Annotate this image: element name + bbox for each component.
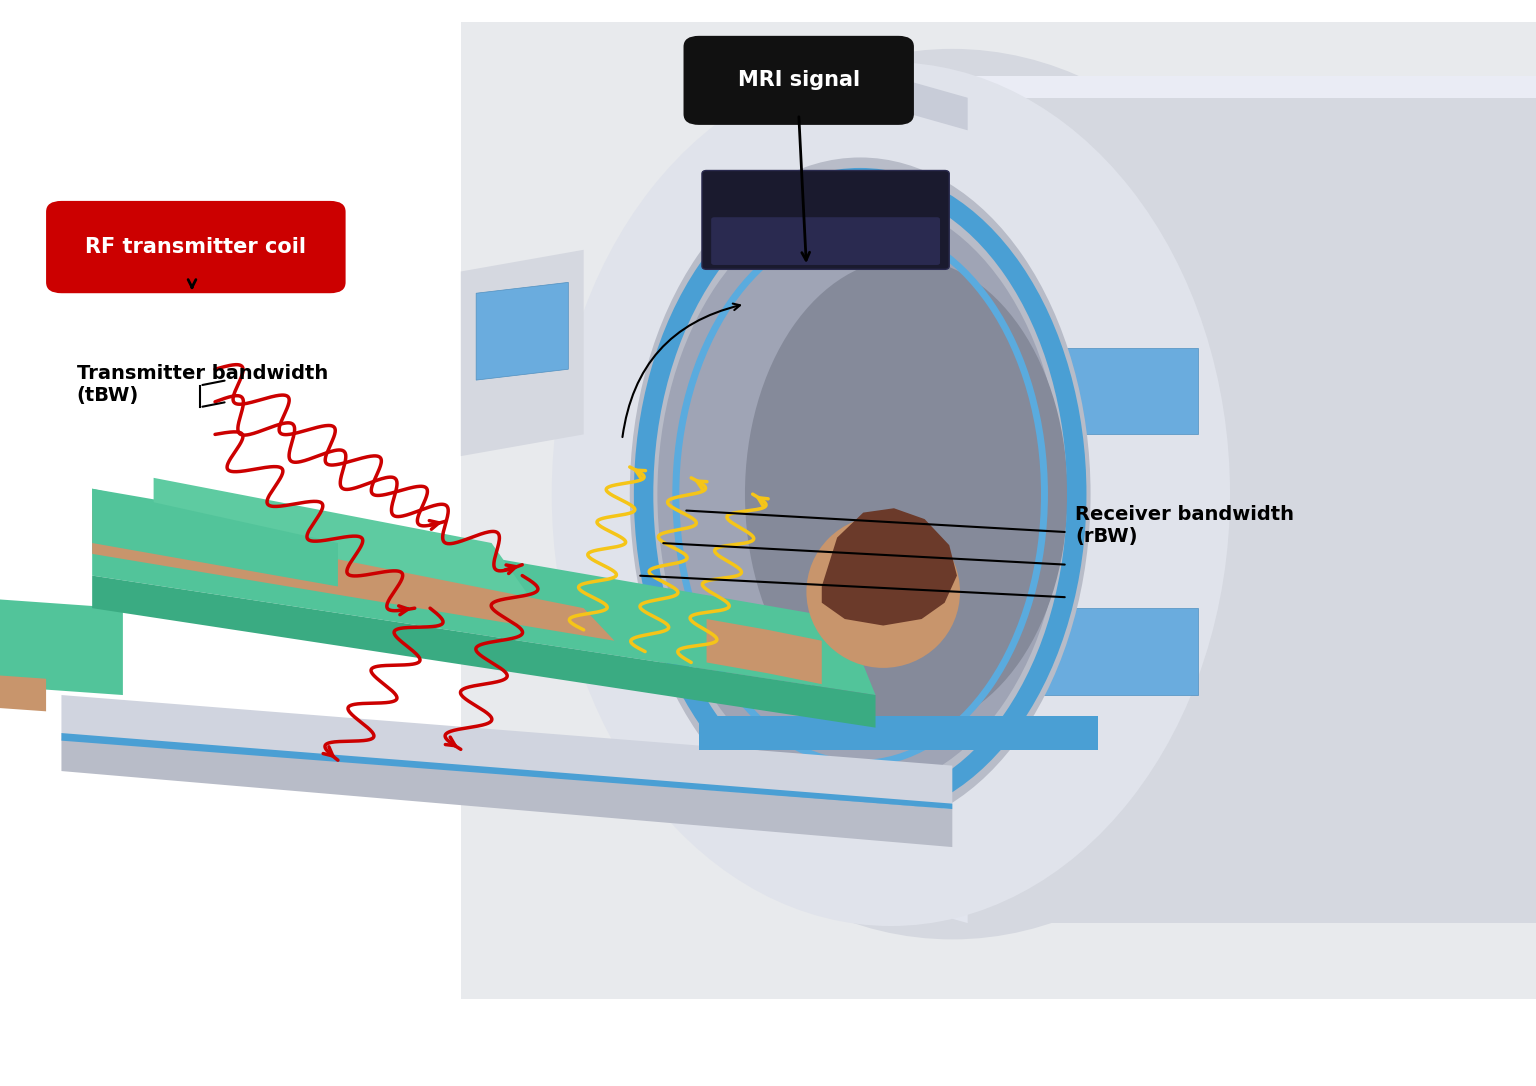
- Polygon shape: [461, 22, 1536, 999]
- Polygon shape: [92, 489, 338, 586]
- Polygon shape: [891, 76, 968, 130]
- Text: Receiver bandwidth
(rBW): Receiver bandwidth (rBW): [1075, 505, 1295, 546]
- Polygon shape: [983, 348, 1198, 434]
- Ellipse shape: [630, 157, 1091, 831]
- Polygon shape: [61, 738, 952, 847]
- Polygon shape: [0, 673, 46, 711]
- Ellipse shape: [657, 198, 1063, 791]
- Polygon shape: [699, 717, 1098, 750]
- FancyBboxPatch shape: [702, 171, 949, 269]
- Polygon shape: [92, 576, 876, 728]
- Polygon shape: [707, 619, 768, 673]
- Ellipse shape: [551, 62, 1230, 926]
- Text: Transmitter bandwidth
(tBW): Transmitter bandwidth (tBW): [77, 364, 329, 405]
- FancyBboxPatch shape: [684, 36, 914, 125]
- Text: MRI signal: MRI signal: [737, 71, 860, 90]
- Polygon shape: [952, 98, 1536, 923]
- Polygon shape: [461, 250, 584, 456]
- Polygon shape: [61, 733, 952, 809]
- Polygon shape: [891, 76, 968, 923]
- Polygon shape: [983, 608, 1198, 695]
- Polygon shape: [822, 508, 957, 626]
- Text: RF transmitter coil: RF transmitter coil: [86, 237, 306, 257]
- Ellipse shape: [584, 49, 1321, 939]
- Polygon shape: [891, 76, 1536, 98]
- Polygon shape: [0, 597, 123, 695]
- Polygon shape: [154, 478, 538, 608]
- Polygon shape: [768, 630, 822, 684]
- FancyBboxPatch shape: [46, 201, 346, 293]
- FancyBboxPatch shape: [711, 217, 940, 265]
- Polygon shape: [61, 695, 952, 809]
- Ellipse shape: [745, 258, 1068, 730]
- Polygon shape: [92, 510, 614, 641]
- Ellipse shape: [806, 516, 960, 668]
- Polygon shape: [92, 489, 876, 695]
- Polygon shape: [476, 282, 568, 380]
